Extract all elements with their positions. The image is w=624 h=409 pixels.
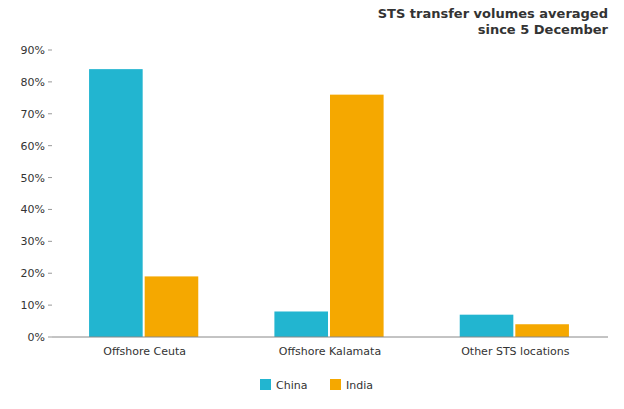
bar xyxy=(89,69,143,337)
y-tick-label: 30% xyxy=(21,235,45,248)
y-tick xyxy=(48,305,52,306)
y-tick-label: 10% xyxy=(21,299,45,312)
y-axis: 0% 10% 20% 30% 40% 50% 60% 70% 80% 90% xyxy=(21,44,52,344)
x-axis-line xyxy=(52,337,608,338)
bar xyxy=(145,276,199,337)
chart-svg: STS transfer volumes averagedsince 5 Dec… xyxy=(0,0,624,409)
y-tick xyxy=(48,113,52,114)
y-tick xyxy=(48,81,52,82)
y-tick-label: 60% xyxy=(21,140,45,153)
y-tick-label: 50% xyxy=(21,172,45,185)
y-tick-label: 40% xyxy=(21,203,45,216)
y-tick xyxy=(48,50,52,51)
x-axis: Offshore Ceuta Offshore Kalamata Other STS… xyxy=(103,345,569,358)
y-tick-label: 90% xyxy=(21,44,45,57)
y-tick-label: 20% xyxy=(21,267,45,280)
y-tick xyxy=(48,337,52,338)
y-tick xyxy=(48,273,52,274)
x-tick-label: Offshore Ceuta xyxy=(103,345,186,358)
bar xyxy=(274,311,328,337)
chart-container: STS transfer volumes averagedsince 5 Dec… xyxy=(0,0,624,409)
y-tick-label: 80% xyxy=(21,76,45,89)
bars xyxy=(89,69,569,337)
bar xyxy=(330,95,384,337)
y-tick xyxy=(48,241,52,242)
legend-swatch xyxy=(260,379,271,390)
legend: China India xyxy=(260,379,373,392)
y-tick xyxy=(48,209,52,210)
bar xyxy=(515,324,569,337)
x-tick-label: Other STS locations xyxy=(461,345,570,358)
chart-title: STS transfer volumes averagedsince 5 Dec… xyxy=(378,6,609,37)
y-tick-label: 70% xyxy=(21,108,45,121)
legend-label: China xyxy=(276,379,307,392)
y-tick-label: 0% xyxy=(28,331,45,344)
x-tick-label: Offshore Kalamata xyxy=(279,345,381,358)
y-tick xyxy=(48,177,52,178)
y-tick xyxy=(48,145,52,146)
legend-label: India xyxy=(346,379,373,392)
legend-swatch xyxy=(330,379,341,390)
bar xyxy=(460,315,514,337)
